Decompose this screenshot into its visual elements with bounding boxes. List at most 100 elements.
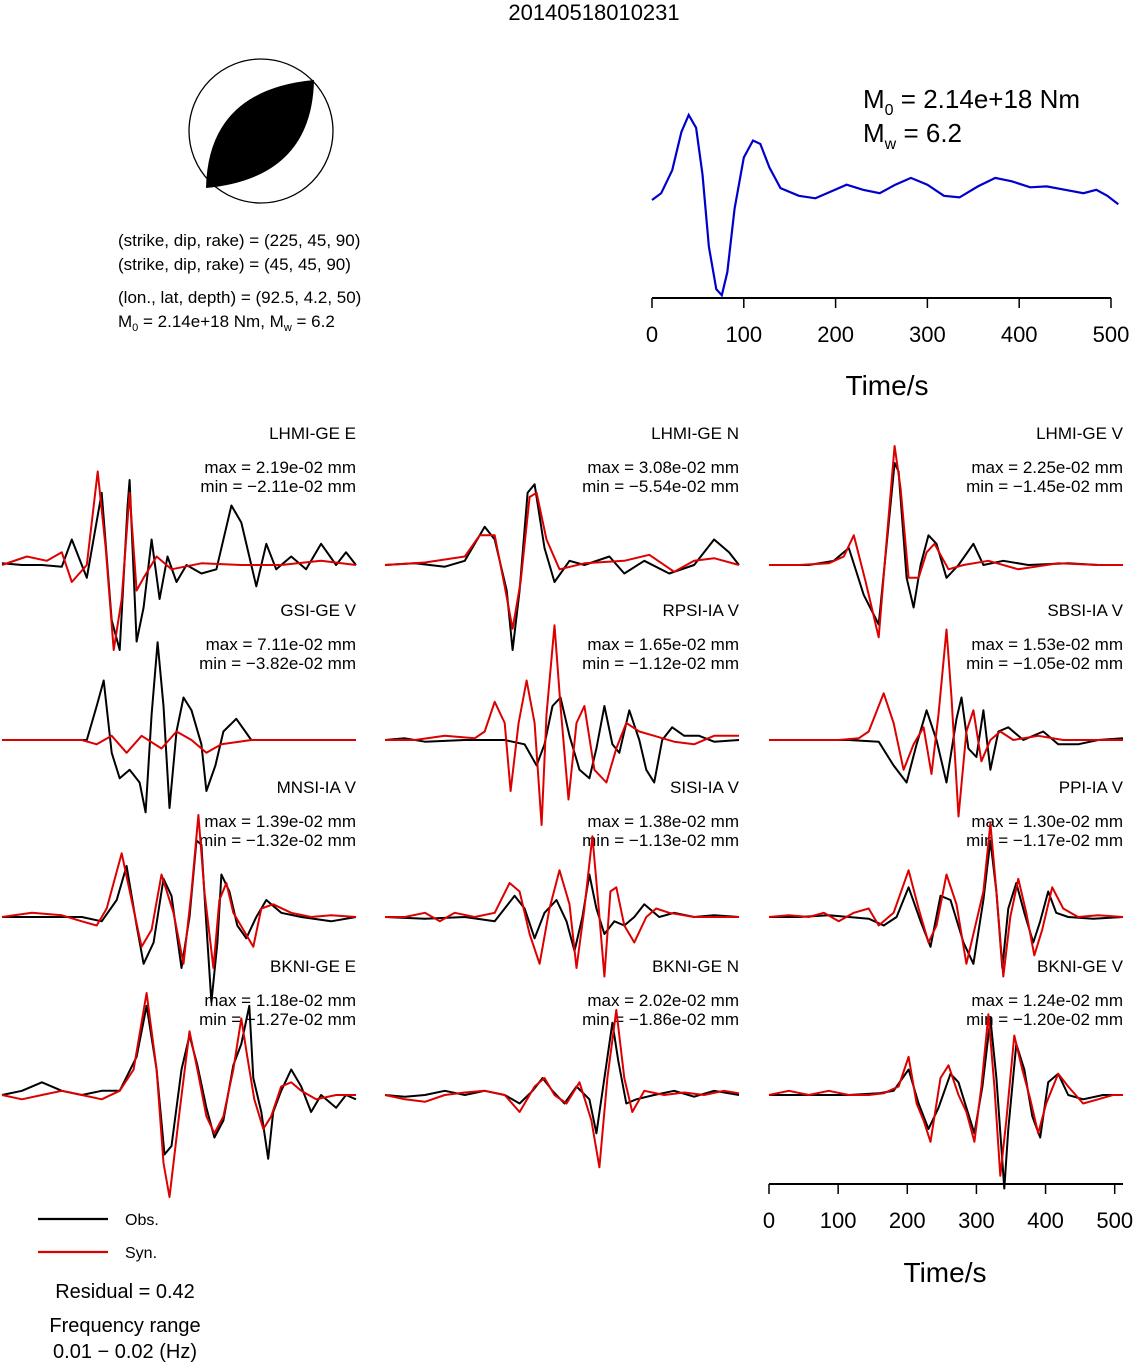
obs-trace bbox=[384, 483, 740, 651]
obs-trace bbox=[769, 462, 1123, 626]
source-time-function-plot: 0 100 200 300 400 500 Time/s M0 = 2.14e+18 Nm… bbox=[646, 84, 1129, 401]
station-name: LHMI-GE V bbox=[1036, 424, 1124, 443]
obs-trace bbox=[1, 479, 357, 651]
obs-trace bbox=[769, 839, 1124, 969]
syn-trace bbox=[384, 1009, 740, 1169]
legend: Obs. Syn. bbox=[38, 1212, 159, 1262]
waveform-x-axis-label: Time/s bbox=[904, 1257, 987, 1288]
station-max: max = 2.25e-02 mm bbox=[971, 458, 1123, 477]
plane1-text: (strike, dip, rake) = (225, 45, 90) bbox=[118, 231, 360, 250]
station-min: min = −1.20e-02 mm bbox=[966, 1010, 1123, 1029]
moment-text: M0 = 2.14e+18 Nm, Mw = 6.2 bbox=[118, 312, 335, 334]
station-min: min = −3.82e-02 mm bbox=[199, 654, 356, 673]
station-min: min = −1.32e-02 mm bbox=[199, 831, 356, 850]
syn-trace bbox=[769, 445, 1123, 639]
station-max: max = 1.65e-02 mm bbox=[587, 635, 739, 654]
stf-tick-label: 100 bbox=[725, 322, 762, 347]
station-min: min = −1.12e-02 mm bbox=[582, 654, 739, 673]
waveform-tick-label: 300 bbox=[958, 1208, 995, 1233]
syn-trace bbox=[385, 624, 739, 826]
station-max: max = 2.02e-02 mm bbox=[587, 991, 739, 1010]
figure-title: 20140518010231 bbox=[508, 0, 679, 25]
waveform-tick-label: 400 bbox=[1027, 1208, 1064, 1233]
frequency-range-title: Frequency range bbox=[49, 1315, 200, 1337]
station-name: SBSI-IA V bbox=[1047, 601, 1123, 620]
obs-trace bbox=[2, 839, 357, 1003]
obs-trace bbox=[769, 1017, 1123, 1190]
station-name: BKNI-GE N bbox=[652, 957, 739, 976]
station-name: LHMI-GE N bbox=[651, 424, 739, 443]
stf-mw-label: Mw = 6.2 bbox=[863, 118, 962, 153]
station-max: max = 1.39e-02 mm bbox=[204, 812, 356, 831]
station-name: LHMI-GE E bbox=[269, 424, 356, 443]
syn-trace bbox=[769, 628, 1123, 818]
station-name: BKNI-GE V bbox=[1037, 957, 1124, 976]
station-min: min = −1.86e-02 mm bbox=[582, 1010, 739, 1029]
location-text: (lon., lat, depth) = (92.5, 4.2, 50) bbox=[118, 288, 361, 307]
station-name: MNSI-IA V bbox=[277, 778, 357, 797]
waveform-tick-label: 0 bbox=[763, 1208, 775, 1233]
legend-syn-label: Syn. bbox=[125, 1245, 157, 1262]
waveform-tick-label: 500 bbox=[1096, 1208, 1133, 1233]
focal-mechanism-beachball bbox=[188, 58, 334, 204]
syn-trace bbox=[1, 470, 357, 651]
station-min: min = −2.11e-02 mm bbox=[200, 477, 356, 496]
station-max: max = 1.38e-02 mm bbox=[587, 812, 739, 831]
stf-tick-label: 400 bbox=[1001, 322, 1038, 347]
station-max: max = 2.19e-02 mm bbox=[204, 458, 356, 477]
legend-obs-label: Obs. bbox=[125, 1212, 159, 1229]
station-max: max = 1.24e-02 mm bbox=[971, 991, 1123, 1010]
syn-trace bbox=[1, 992, 356, 1198]
syn-trace bbox=[2, 730, 356, 754]
compressional-quadrant bbox=[206, 80, 314, 188]
waveform-tick-label: 200 bbox=[889, 1208, 926, 1233]
syn-trace bbox=[1, 814, 357, 969]
station-min: min = −1.27e-02 mm bbox=[199, 1010, 356, 1029]
obs-trace bbox=[384, 1021, 740, 1135]
waveform-x-axis: 0 100 200 300 400 500 bbox=[763, 1183, 1133, 1233]
stf-tick-label: 500 bbox=[1093, 322, 1130, 347]
obs-trace bbox=[769, 696, 1124, 784]
station-name: PPI-IA V bbox=[1059, 778, 1124, 797]
station-name: RPSI-IA V bbox=[662, 601, 739, 620]
obs-trace bbox=[384, 696, 740, 784]
station-max: max = 7.11e-02 mm bbox=[206, 635, 356, 654]
station-name: GSI-GE V bbox=[280, 601, 356, 620]
stf-tick-label: 300 bbox=[909, 322, 946, 347]
obs-trace bbox=[384, 873, 740, 952]
stf-line bbox=[651, 112, 1119, 298]
station-min: min = −1.17e-02 mm bbox=[966, 831, 1123, 850]
syn-trace bbox=[768, 1013, 1123, 1177]
stf-tick-label: 200 bbox=[817, 322, 854, 347]
syn-trace bbox=[768, 822, 1124, 978]
station-max: max = 1.18e-02 mm bbox=[204, 991, 356, 1010]
plane2-text: (strike, dip, rake) = (45, 45, 90) bbox=[118, 255, 351, 274]
stf-x-axis-label: Time/s bbox=[846, 370, 929, 401]
obs-trace bbox=[2, 641, 356, 814]
station-name: SISI-IA V bbox=[670, 778, 740, 797]
stf-x-axis: 0 100 200 300 400 500 bbox=[646, 297, 1130, 347]
station-max: max = 1.53e-02 mm bbox=[971, 635, 1123, 654]
station-name: BKNI-GE E bbox=[270, 957, 356, 976]
residual-text: Residual = 0.42 bbox=[55, 1281, 195, 1303]
waveform-tick-label: 100 bbox=[820, 1208, 857, 1233]
stf-tick-label: 0 bbox=[646, 322, 658, 347]
frequency-range-value: 0.01 − 0.02 (Hz) bbox=[53, 1341, 197, 1362]
station-min: min = −5.54e-02 mm bbox=[582, 477, 739, 496]
station-max: max = 3.08e-02 mm bbox=[587, 458, 739, 477]
station-min: min = −1.45e-02 mm bbox=[966, 477, 1123, 496]
station-min: min = −1.05e-02 mm bbox=[966, 654, 1123, 673]
station-max: max = 1.30e-02 mm bbox=[971, 812, 1123, 831]
